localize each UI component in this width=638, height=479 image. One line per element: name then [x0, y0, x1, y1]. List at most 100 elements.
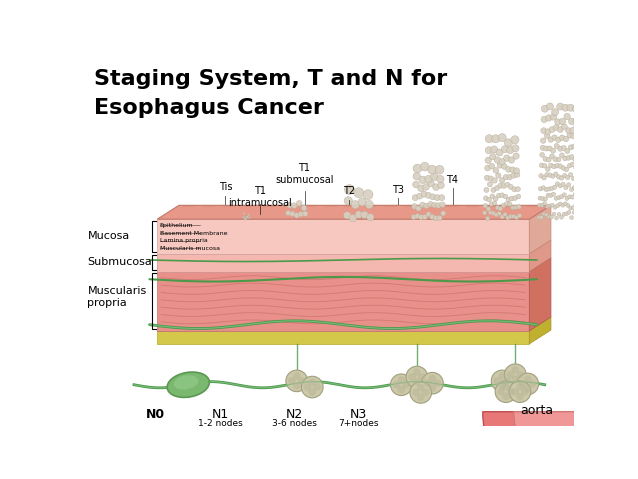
Circle shape — [570, 162, 575, 167]
Circle shape — [512, 145, 519, 152]
Circle shape — [486, 217, 490, 220]
Circle shape — [501, 203, 506, 207]
Circle shape — [511, 136, 519, 144]
Circle shape — [244, 218, 246, 220]
Text: Staging System, T and N for: Staging System, T and N for — [94, 69, 447, 89]
Circle shape — [484, 175, 490, 181]
Circle shape — [539, 173, 544, 178]
Circle shape — [538, 196, 542, 200]
Circle shape — [543, 202, 547, 205]
Circle shape — [493, 168, 499, 173]
Circle shape — [514, 205, 518, 210]
Circle shape — [509, 381, 531, 402]
Circle shape — [493, 377, 501, 385]
Circle shape — [572, 185, 577, 190]
Circle shape — [566, 204, 570, 207]
Text: 3-6 nodes: 3-6 nodes — [272, 419, 317, 428]
Circle shape — [492, 178, 497, 183]
Circle shape — [575, 137, 580, 142]
Circle shape — [562, 212, 566, 216]
Circle shape — [554, 216, 558, 220]
Circle shape — [426, 212, 431, 217]
Circle shape — [542, 176, 546, 180]
Circle shape — [406, 366, 427, 388]
Circle shape — [408, 373, 416, 381]
Circle shape — [575, 195, 580, 200]
Circle shape — [501, 163, 507, 169]
Circle shape — [413, 172, 420, 180]
Circle shape — [570, 195, 574, 199]
Circle shape — [358, 198, 366, 206]
Text: Mucosa: Mucosa — [87, 231, 130, 241]
Circle shape — [554, 143, 560, 148]
Circle shape — [548, 173, 552, 177]
Circle shape — [429, 375, 436, 382]
Circle shape — [496, 193, 501, 198]
Circle shape — [488, 176, 493, 181]
Circle shape — [433, 379, 441, 387]
Circle shape — [503, 174, 508, 180]
Circle shape — [573, 157, 577, 161]
Circle shape — [411, 215, 417, 220]
Circle shape — [555, 119, 561, 125]
Polygon shape — [530, 205, 551, 254]
Circle shape — [512, 214, 516, 218]
Circle shape — [554, 172, 558, 176]
Circle shape — [420, 162, 429, 171]
Circle shape — [242, 213, 245, 215]
Circle shape — [549, 194, 553, 197]
Circle shape — [430, 194, 436, 200]
Circle shape — [565, 212, 568, 216]
Circle shape — [507, 371, 514, 378]
Text: T4: T4 — [447, 174, 459, 184]
Circle shape — [545, 115, 552, 121]
Circle shape — [554, 196, 558, 200]
Circle shape — [495, 205, 500, 210]
Circle shape — [288, 377, 295, 385]
Circle shape — [563, 137, 568, 142]
Polygon shape — [530, 317, 551, 344]
Circle shape — [494, 213, 498, 217]
Circle shape — [544, 133, 550, 138]
Polygon shape — [157, 331, 530, 344]
Circle shape — [496, 173, 501, 178]
Text: 1-2 nodes: 1-2 nodes — [198, 419, 242, 428]
Circle shape — [561, 146, 567, 150]
Polygon shape — [157, 205, 551, 219]
Circle shape — [556, 204, 560, 207]
Circle shape — [490, 194, 494, 199]
Circle shape — [301, 205, 307, 211]
Circle shape — [546, 157, 551, 162]
Circle shape — [438, 182, 444, 189]
Circle shape — [572, 144, 577, 149]
Circle shape — [349, 215, 357, 222]
Circle shape — [367, 214, 374, 221]
Circle shape — [433, 184, 440, 191]
Circle shape — [244, 217, 246, 220]
Circle shape — [515, 172, 520, 177]
Text: N3: N3 — [350, 408, 367, 421]
Text: N1: N1 — [211, 408, 228, 421]
Circle shape — [567, 133, 572, 138]
Circle shape — [246, 216, 248, 218]
Circle shape — [556, 175, 561, 179]
Circle shape — [397, 376, 405, 384]
Circle shape — [302, 211, 308, 217]
Circle shape — [575, 215, 579, 218]
Circle shape — [568, 118, 575, 125]
Text: 7+nodes: 7+nodes — [339, 419, 379, 428]
Text: aorta: aorta — [521, 404, 554, 417]
Circle shape — [429, 384, 436, 392]
Circle shape — [299, 211, 304, 217]
Circle shape — [565, 196, 569, 200]
Circle shape — [242, 216, 244, 218]
Text: Tis: Tis — [219, 182, 232, 192]
Circle shape — [552, 164, 556, 169]
Circle shape — [293, 382, 300, 389]
Circle shape — [290, 211, 295, 217]
Circle shape — [540, 216, 544, 219]
Circle shape — [498, 183, 503, 188]
Circle shape — [537, 204, 542, 207]
Circle shape — [579, 205, 583, 208]
Circle shape — [539, 163, 544, 168]
